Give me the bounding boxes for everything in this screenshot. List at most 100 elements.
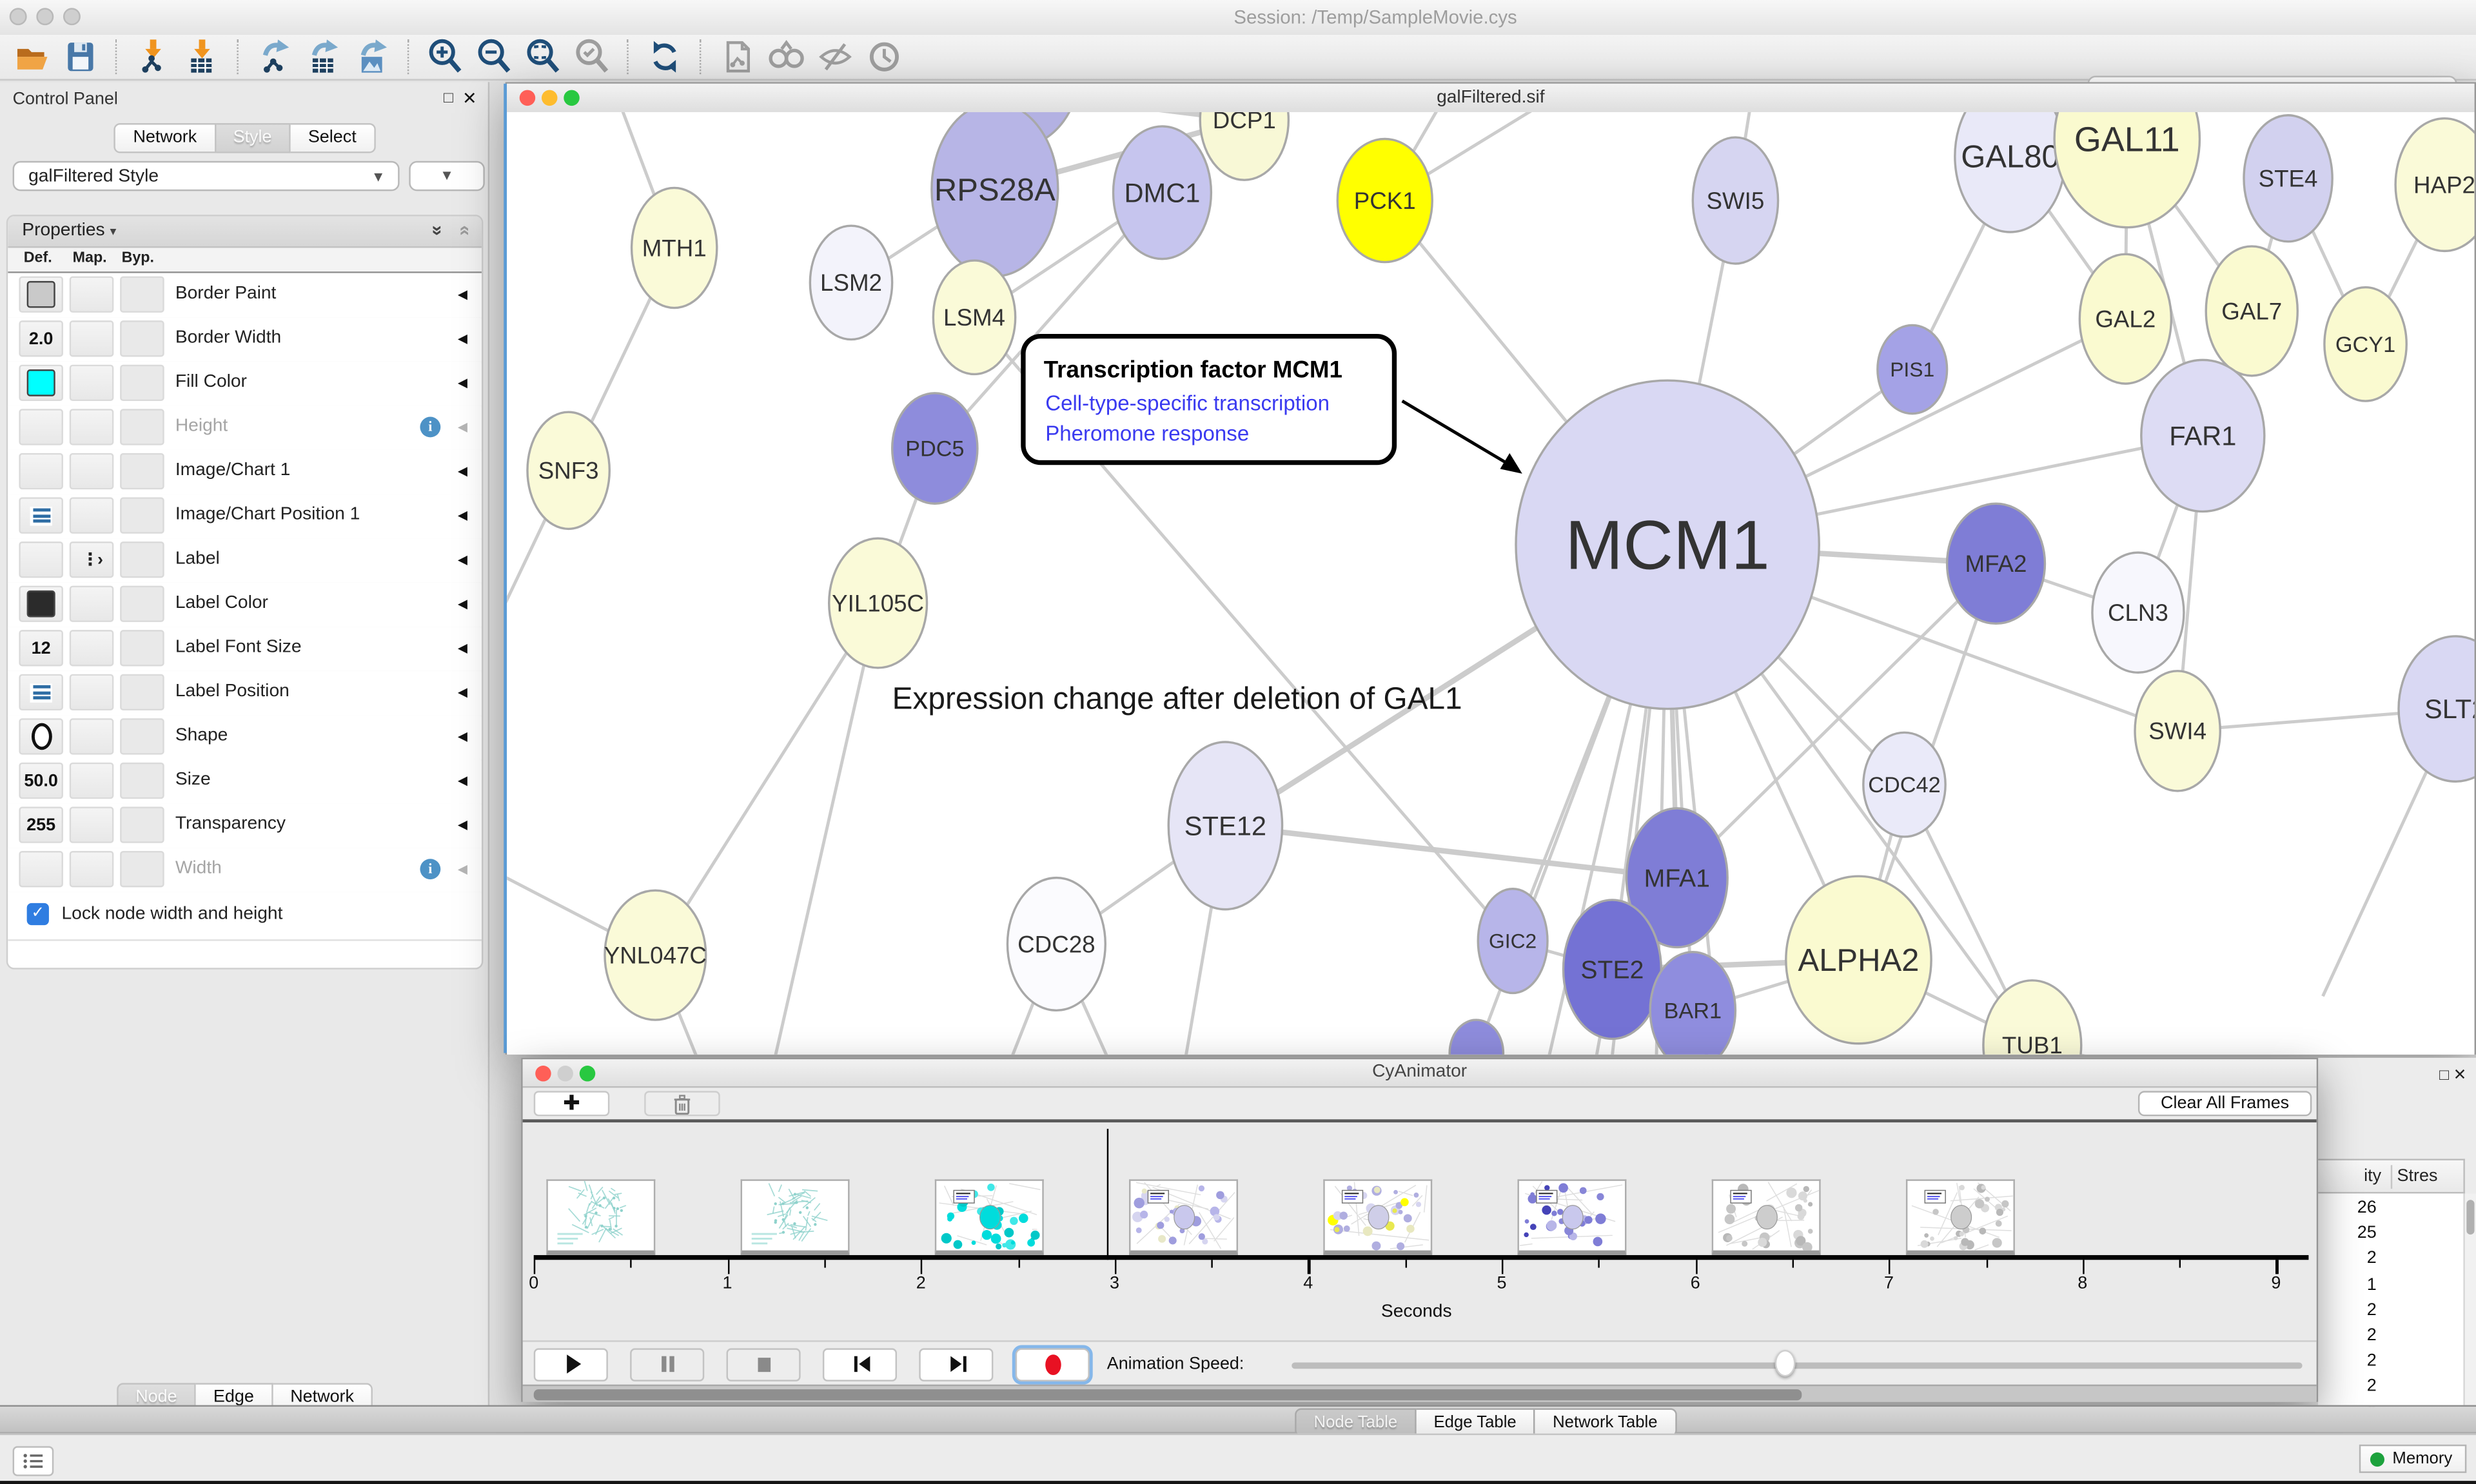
network-node-cdc42[interactable]: CDC42 — [1862, 731, 1947, 838]
tab-style[interactable]: Style — [215, 123, 291, 153]
mapping-cell[interactable] — [69, 585, 114, 622]
collapse-all-icon[interactable]: » — [453, 225, 475, 236]
network-node-gal7[interactable]: GAL7 — [2205, 245, 2299, 377]
table-scrollbar[interactable] — [2464, 1193, 2476, 1405]
property-row-label-font-size[interactable]: 12 Label Font Size ◀ — [8, 627, 482, 673]
network-node-pdc5[interactable]: PDC5 — [890, 392, 979, 505]
network-node-mth1[interactable]: MTH1 — [630, 186, 718, 309]
network-node-yil105c[interactable]: YIL105C — [828, 537, 928, 669]
network-node-slt2[interactable]: SLT2 — [2397, 635, 2475, 783]
clone-network-icon[interactable] — [712, 36, 761, 77]
chevron-left-icon[interactable]: ◀ — [457, 287, 467, 302]
timeline-frame-3[interactable] — [1129, 1179, 1239, 1255]
default-value-cell[interactable] — [19, 453, 63, 490]
open-session-icon[interactable] — [6, 36, 55, 77]
network-node-mcm1[interactable]: MCM1 — [1515, 379, 1820, 710]
export-network-icon[interactable] — [250, 36, 299, 77]
mapping-cell[interactable] — [69, 409, 114, 445]
hide-selected-icon[interactable] — [810, 36, 859, 77]
property-row-width[interactable]: Width i ◀ — [8, 848, 482, 894]
animation-speed-slider-thumb[interactable] — [1774, 1349, 1796, 1377]
bypass-cell[interactable] — [120, 718, 164, 755]
add-frame-button[interactable]: ✚ — [533, 1091, 610, 1117]
zoom-in-icon[interactable] — [420, 36, 469, 77]
default-value-cell[interactable]: 12 — [19, 630, 63, 667]
network-node-ste4[interactable]: STE4 — [2243, 114, 2334, 243]
zoom-icon[interactable] — [564, 90, 580, 106]
chevron-left-icon[interactable]: ◀ — [457, 817, 467, 832]
network-node-ynl047c[interactable]: YNL047C — [604, 889, 707, 1021]
mapping-cell[interactable] — [69, 851, 114, 888]
style-options-button[interactable]: ▼ — [409, 161, 485, 191]
animation-speed-slider[interactable] — [1292, 1362, 2303, 1369]
mapping-cell[interactable] — [69, 364, 114, 402]
minimize-icon[interactable] — [542, 90, 558, 106]
network-node-lsm2[interactable]: LSM2 — [809, 224, 894, 341]
zoom-icon[interactable] — [579, 1064, 596, 1081]
property-row-height[interactable]: Height i ◀ — [8, 405, 482, 452]
bypass-cell[interactable] — [120, 585, 164, 622]
chevron-left-icon[interactable]: ◀ — [457, 508, 467, 523]
refresh-icon[interactable] — [640, 36, 689, 77]
float-panel-icon[interactable]: □ — [2439, 1067, 2449, 1085]
table-cell-value[interactable]: 2 — [2366, 1249, 2377, 1269]
timeline-frame-2[interactable] — [934, 1179, 1044, 1255]
property-row-size[interactable]: 50.0 Size ◀ — [8, 759, 482, 805]
bypass-cell[interactable] — [120, 453, 164, 490]
network-node-pck1[interactable]: PCK1 — [1336, 137, 1433, 264]
default-value-cell[interactable] — [19, 851, 63, 888]
mapping-cell[interactable] — [69, 674, 114, 711]
table-cell-value[interactable]: 2 — [2366, 1326, 2377, 1345]
tab-select[interactable]: Select — [290, 123, 376, 153]
export-image-icon[interactable] — [348, 36, 397, 77]
task-history-button[interactable] — [12, 1446, 54, 1476]
close-icon[interactable] — [519, 90, 536, 106]
network-node-rps28a[interactable]: RPS28A — [930, 112, 1059, 278]
default-value-cell[interactable]: 255 — [19, 806, 63, 843]
close-icon[interactable] — [535, 1064, 551, 1081]
table-column-stress[interactable]: Stres — [2397, 1166, 2438, 1186]
chevron-left-icon[interactable]: ◀ — [457, 774, 467, 788]
default-value-cell[interactable] — [19, 497, 63, 534]
network-node-dcp1[interactable]: DCP1 — [1199, 112, 1290, 181]
minimize-window-button[interactable] — [36, 8, 54, 26]
chevron-left-icon[interactable]: ◀ — [457, 641, 467, 656]
skip-end-button[interactable] — [919, 1347, 994, 1381]
network-node-swi4[interactable]: SWI4 — [2134, 670, 2221, 792]
default-value-cell[interactable]: 50.0 — [19, 762, 63, 799]
import-table-icon[interactable] — [177, 36, 226, 77]
chevron-left-icon[interactable]: ◀ — [457, 552, 467, 567]
network-node-mfa2[interactable]: MFA2 — [1945, 502, 2047, 625]
network-canvas[interactable]: RPS28BRPS28ADMC1DCP1PCK1MTH1LSM2LSM4SNF3… — [507, 112, 2475, 1055]
zoom-out-icon[interactable] — [469, 36, 518, 77]
property-row-image-chart-1[interactable]: Image/Chart 1 ◀ — [8, 449, 482, 496]
chevron-left-icon[interactable]: ◀ — [457, 729, 467, 744]
network-node-unnamed[interactable] — [1448, 1019, 1505, 1055]
default-value-cell[interactable] — [19, 585, 63, 622]
bypass-cell[interactable] — [120, 320, 164, 357]
table-cell-value[interactable]: 2 — [2366, 1351, 2377, 1371]
network-node-dmc1[interactable]: DMC1 — [1112, 125, 1213, 260]
table-column-ity[interactable]: ity — [2364, 1166, 2382, 1186]
table-cell-value[interactable]: 25 — [2357, 1224, 2377, 1243]
mapping-cell[interactable] — [69, 718, 114, 755]
skip-start-button[interactable] — [822, 1347, 898, 1381]
stop-button[interactable] — [726, 1347, 801, 1381]
tab-node-table[interactable]: Node Table — [1295, 1408, 1417, 1437]
chevron-left-icon[interactable]: ◀ — [457, 464, 467, 479]
zoom-selected-icon[interactable] — [567, 36, 616, 77]
mapping-cell[interactable] — [69, 453, 114, 490]
default-value-cell[interactable]: 2.0 — [19, 320, 63, 357]
timeline-frame-7[interactable] — [1905, 1179, 2015, 1255]
network-node-ste12[interactable]: STE12 — [1167, 741, 1284, 911]
mapping-cell[interactable] — [69, 806, 114, 843]
property-row-shape[interactable]: Shape ◀ — [8, 715, 482, 761]
timeline-frame-1[interactable] — [740, 1179, 850, 1255]
network-node-gic2[interactable]: GIC2 — [1477, 888, 1549, 995]
bypass-cell[interactable] — [120, 542, 164, 578]
default-value-cell[interactable] — [19, 364, 63, 402]
network-node-alpha2[interactable]: ALPHA2 — [1785, 875, 1932, 1045]
clear-all-frames-button[interactable]: Clear All Frames — [2137, 1091, 2312, 1117]
chevron-left-icon[interactable]: ◀ — [457, 862, 467, 877]
network-node-snf3[interactable]: SNF3 — [526, 411, 611, 531]
